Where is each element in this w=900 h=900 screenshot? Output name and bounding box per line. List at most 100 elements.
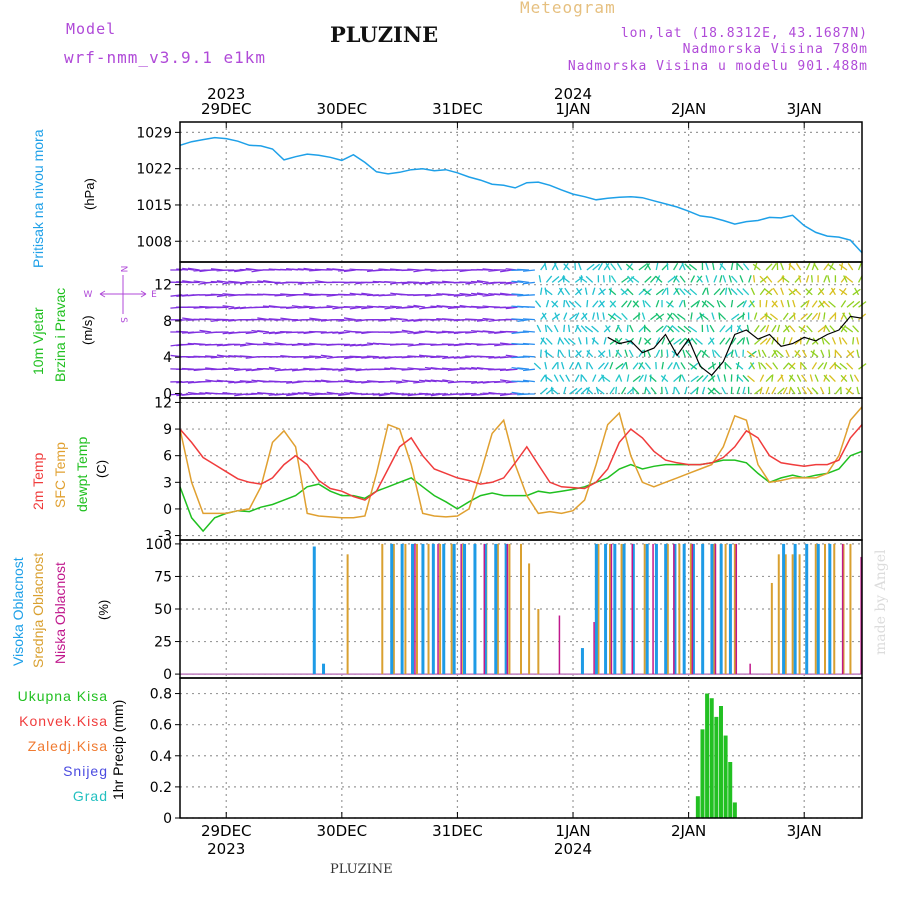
wind-barb — [541, 312, 547, 320]
wind-barb — [780, 374, 785, 382]
wind-barb — [753, 312, 758, 320]
wind-barb — [685, 349, 692, 358]
wind-barb — [644, 374, 647, 382]
wind-barb — [332, 331, 345, 334]
wind-barb — [655, 262, 659, 271]
wind-barb — [809, 374, 813, 382]
wind-barb — [684, 386, 688, 395]
high-cloud-bar — [622, 543, 626, 675]
wind-barb — [857, 262, 862, 271]
high-cloud-bar — [805, 543, 809, 675]
wind-barb — [245, 331, 258, 335]
wind-barb — [505, 306, 518, 310]
wind-barb — [523, 368, 535, 372]
wind-barb — [736, 324, 742, 333]
wind-barb — [511, 391, 524, 395]
high-cloud-bar — [411, 543, 415, 675]
wind-barb — [856, 349, 860, 357]
wind-barb — [586, 349, 591, 358]
wind-barb — [482, 317, 495, 321]
wind-barb — [644, 263, 651, 271]
wind-barb — [621, 276, 630, 283]
ytick-label: 50 — [154, 602, 172, 618]
wind-barb — [667, 276, 676, 283]
wind-barb — [176, 318, 189, 322]
ytick-label: 1008 — [136, 234, 172, 250]
wind-barb — [696, 375, 704, 383]
wind-barb — [343, 379, 356, 383]
wind-barb — [699, 312, 704, 320]
wind-barb — [210, 380, 223, 383]
wind-barb — [540, 337, 547, 345]
wind-barb — [823, 275, 828, 283]
wind-barb — [280, 380, 293, 383]
wind-barb — [378, 393, 391, 397]
wind-barb — [482, 294, 495, 297]
wind-compass: N S W E — [84, 266, 158, 324]
wind-barb — [465, 281, 478, 285]
wind-barb — [326, 331, 339, 334]
wind-barb — [210, 343, 223, 346]
wind-barb — [823, 361, 828, 370]
wind-barb — [625, 361, 628, 370]
wind-barb — [210, 293, 223, 296]
wind-barb — [801, 374, 808, 382]
wind-barb — [257, 329, 270, 333]
wind-barb — [823, 374, 831, 383]
wind-barb — [441, 330, 454, 333]
wind-barb — [765, 374, 773, 383]
wind-barb — [262, 305, 275, 308]
wind-barb — [554, 312, 559, 320]
wind-barb — [782, 337, 786, 345]
wind-barb — [476, 306, 489, 309]
wind-barb — [661, 337, 666, 345]
wind-barb — [309, 355, 322, 358]
wind-barb — [794, 350, 802, 358]
wind-barb — [303, 356, 316, 359]
wind-barb — [430, 318, 443, 321]
wind-barb — [731, 275, 738, 283]
wind-barb — [696, 386, 699, 395]
wind-barb — [551, 362, 558, 370]
high-cloud-bar — [504, 543, 508, 675]
high-cloud-bar — [322, 663, 326, 675]
wind-barb — [765, 362, 773, 370]
precip-bar — [728, 762, 733, 818]
wind-barb — [719, 263, 727, 271]
wind-barb — [626, 288, 634, 296]
wind-barb — [674, 287, 680, 296]
wind-barb — [233, 343, 246, 346]
wind-barb — [314, 356, 327, 359]
mid-cloud-bar — [520, 543, 522, 675]
low-cloud-bar — [841, 543, 844, 675]
wind-barb — [522, 330, 535, 333]
wind-barb — [690, 275, 696, 283]
wind-barb — [711, 312, 715, 320]
wind-barb — [389, 380, 402, 383]
wind-barb — [447, 356, 460, 359]
high-cloud-bar — [691, 543, 695, 675]
wind-barb — [795, 262, 802, 271]
wind-barb — [517, 318, 530, 322]
wind-barb — [742, 288, 750, 296]
wind-barb — [746, 324, 750, 333]
wind-barb — [210, 280, 223, 284]
wind-barb — [413, 380, 426, 384]
wind-barb — [709, 324, 715, 333]
wind-barb — [407, 331, 420, 334]
wind-barb — [620, 288, 628, 296]
wind-barb — [544, 288, 553, 296]
wind-barb — [470, 305, 483, 308]
precip-bar — [718, 706, 723, 818]
wind-barb — [424, 366, 437, 370]
wind-barb — [846, 362, 854, 370]
high-cloud-bar — [613, 543, 617, 675]
wind-barb — [638, 362, 644, 370]
wind-barb — [673, 375, 681, 383]
wind-barb — [586, 299, 589, 308]
wind-barb — [355, 380, 368, 384]
wind-barb — [476, 292, 489, 296]
wind-barb — [730, 288, 738, 296]
wind-barb — [291, 392, 304, 395]
wind-barb — [817, 325, 826, 333]
